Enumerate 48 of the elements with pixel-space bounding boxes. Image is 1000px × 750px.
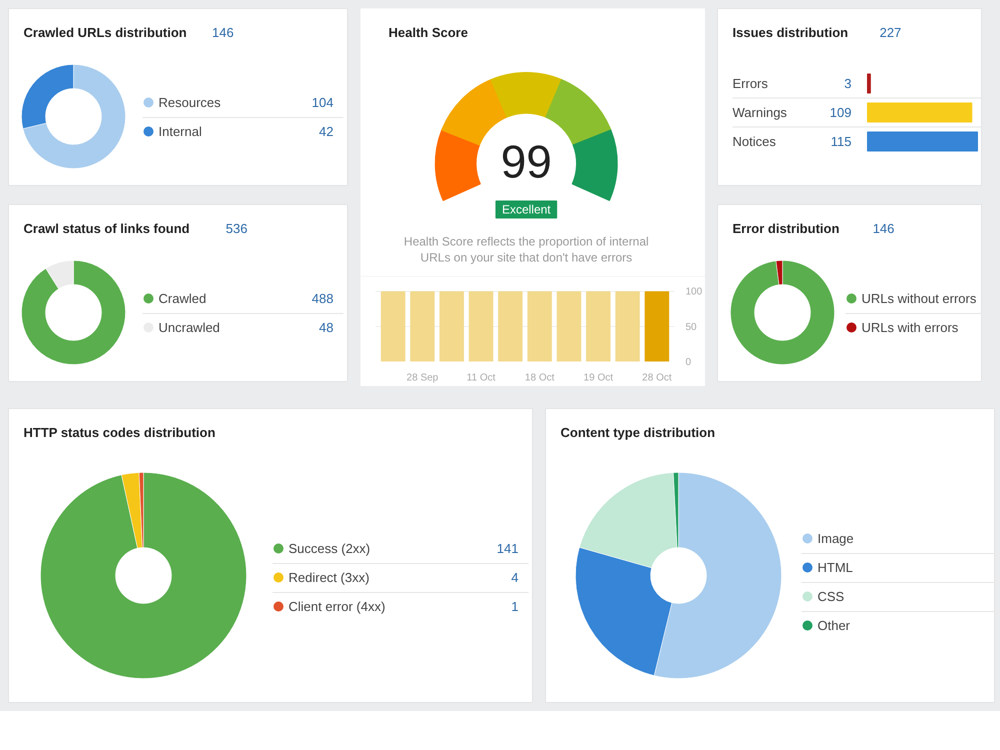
data-label: 141 (496, 541, 519, 556)
legend-label: Client error (4xx) (288, 599, 386, 614)
legend-label: Other (818, 618, 851, 633)
text: Excellent (502, 202, 552, 216)
legend-label: Redirect (3xx) (288, 570, 370, 585)
x-tick-label: 19 Oct (584, 372, 614, 384)
data-label: 48 (319, 320, 334, 335)
chart-subtitle: 146 (872, 221, 894, 236)
data-label: 99 (500, 136, 552, 188)
data-label: 1 (511, 599, 519, 614)
y-tick-label: Notices (732, 134, 776, 149)
chart-title: Content type distribution (560, 425, 716, 440)
data-label: 104 (312, 95, 334, 110)
legend-label: HTML (818, 560, 853, 575)
y-tick-label: 50 (686, 322, 698, 333)
data-label: 3 (844, 76, 852, 91)
y-tick-label: Warnings (732, 105, 788, 120)
legend-label: Uncrawled (158, 320, 220, 335)
text: Health Score (388, 25, 468, 40)
chart-title: Crawled URLs distribution (24, 25, 187, 40)
chart-subtitle: 146 (212, 25, 234, 40)
chart-title: Crawl status of links found (24, 221, 190, 236)
legend-label: CSS (818, 589, 845, 604)
legend-label: URLs without errors (862, 291, 977, 306)
y-tick-label: 100 (686, 286, 703, 298)
legend-label: URLs with errors (862, 320, 959, 335)
y-tick-label: 0 (686, 357, 692, 368)
data-label: 488 (312, 291, 334, 306)
y-tick-label: Errors (732, 76, 768, 91)
legend-label: Crawled (158, 291, 206, 306)
chart-subtitle: 227 (880, 25, 902, 40)
chart-subtitle: 536 (226, 221, 248, 236)
legend-label: Resources (158, 95, 222, 110)
data-label: 4 (511, 570, 519, 585)
x-tick-label: 18 Oct (524, 372, 555, 384)
x-tick-label: 28 Oct (642, 372, 672, 384)
legend-label: Image (818, 531, 854, 546)
chart-title: Error distribution (732, 221, 840, 236)
text: Health Score reflects the proportion of internal URLs on your site that don't have errors (404, 234, 649, 264)
chart-title: HTTP status codes distribution (24, 425, 216, 440)
x-tick-label: 28 Sep (406, 372, 439, 384)
data-label: 115 (830, 134, 852, 149)
chart-title: Issues distribution (732, 25, 848, 40)
data-label: 42 (319, 124, 334, 139)
legend-label: Success (2xx) (288, 541, 370, 556)
legend-label: Internal (158, 124, 202, 139)
x-tick-label: 11 Oct (466, 372, 496, 384)
data-label: 109 (830, 105, 852, 120)
